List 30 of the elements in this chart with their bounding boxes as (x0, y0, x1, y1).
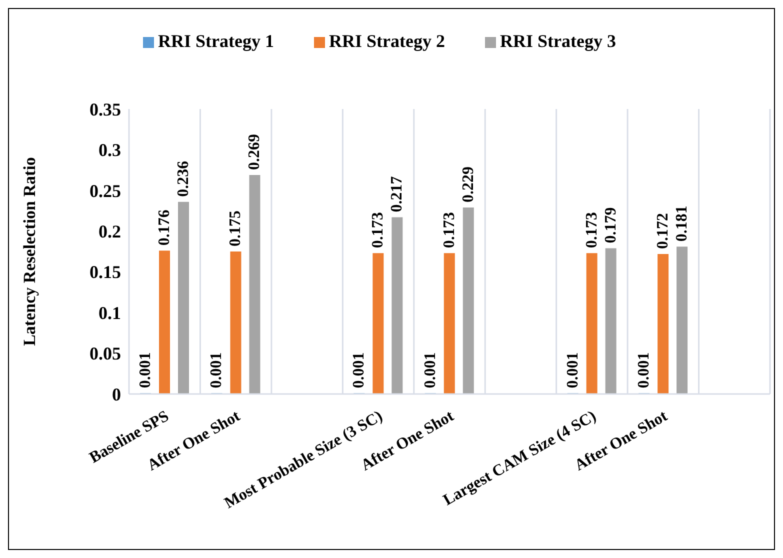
data-label: 0.176 (156, 210, 173, 246)
y-tick-label: 0.35 (90, 99, 121, 120)
y-tick-label: 0.2 (98, 222, 121, 242)
y-axis-title: Latency Reselection Ratio (20, 157, 40, 346)
data-label: 0.173 (583, 212, 600, 248)
data-label: 0.001 (636, 352, 653, 388)
data-label: 0.001 (137, 352, 154, 388)
y-tick-label: 0.3 (98, 140, 121, 160)
data-label: 0.229 (460, 166, 477, 203)
data-label: 0.173 (440, 212, 458, 248)
legend-label: RRI Strategy 3 (500, 31, 616, 51)
data-label: 0.172 (654, 212, 672, 249)
data-label: 0.181 (674, 206, 691, 242)
data-label: 0.001 (422, 352, 439, 388)
data-label: 0.179 (602, 207, 620, 244)
y-tick-label: 0.1 (98, 302, 121, 323)
y-tick-label: 0.05 (90, 344, 121, 364)
data-label: 0.175 (227, 210, 244, 246)
data-label: 0.236 (175, 160, 192, 197)
legend-label: RRI Strategy 2 (329, 31, 445, 51)
data-label: 0.001 (208, 352, 226, 388)
data-label: 0.001 (350, 352, 368, 388)
legend-label: RRI Strategy 1 (158, 31, 274, 51)
data-label: 0.173 (370, 212, 387, 248)
data-label: 0.001 (564, 352, 582, 388)
y-tick-label: 0 (112, 384, 121, 404)
data-label: 0.217 (388, 176, 406, 212)
y-tick-label: 0.15 (90, 262, 121, 282)
y-tick-label: 0.25 (90, 180, 121, 201)
data-label: 0.269 (246, 134, 264, 170)
